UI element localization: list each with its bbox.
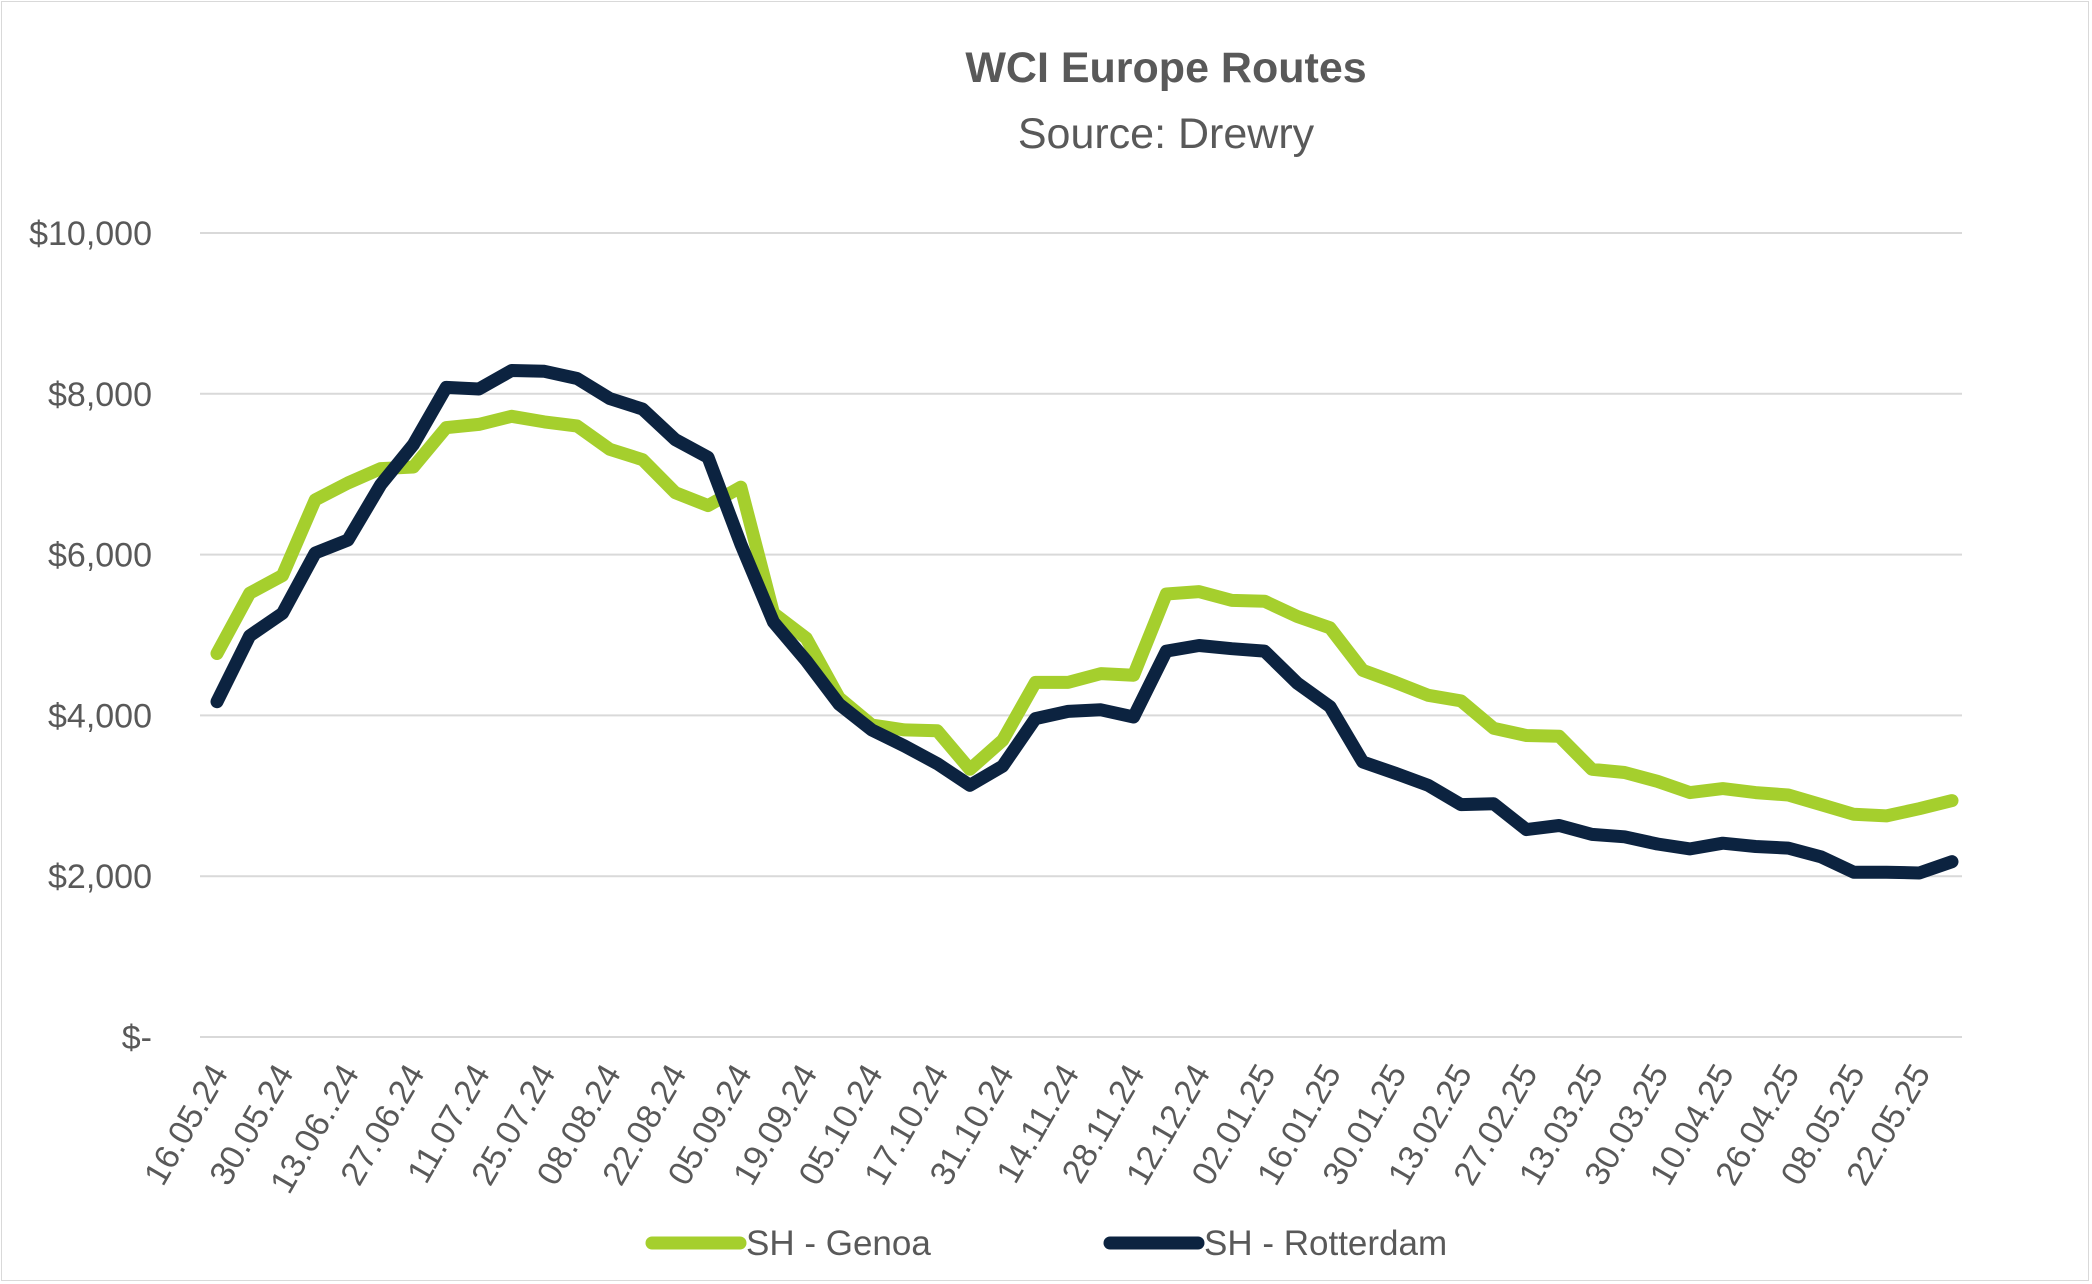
y-axis-ticks: $- $2,000 $4,000 $6,000 $8,000 $10,000: [29, 215, 152, 1057]
series-lines: [210, 364, 1959, 880]
y-tick-label: $8,000: [48, 376, 152, 414]
legend: SH - Genoa SH - Rotterdam: [645, 1224, 1447, 1263]
y-tick-label: $4,000: [48, 697, 152, 735]
legend-item: SH - Rotterdam: [1103, 1224, 1447, 1263]
legend-label: SH - Rotterdam: [1204, 1224, 1447, 1263]
legend-item: SH - Genoa: [645, 1224, 931, 1263]
chart-title: WCI Europe Routes: [965, 44, 1366, 92]
series-line-sh-genoa: [210, 409, 1959, 823]
x-axis-ticks: 16.05.2430.05.2413.06..2427.06.2411.07.2…: [137, 1058, 1938, 1200]
y-tick-label: $-: [122, 1019, 152, 1057]
y-tick-label: $6,000: [48, 537, 152, 575]
y-tick-label: $2,000: [48, 858, 152, 896]
gridlines: [200, 232, 1962, 1038]
y-tick-label: $10,000: [29, 215, 152, 253]
chart-subtitle: Source: Drewry: [1018, 110, 1315, 158]
legend-label: SH - Genoa: [746, 1224, 931, 1263]
series-line-sh-rotterdam: [210, 364, 1959, 880]
